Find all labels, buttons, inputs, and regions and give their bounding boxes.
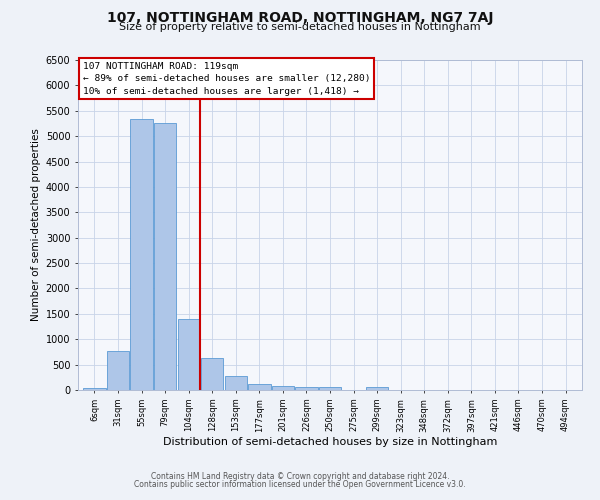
Bar xyxy=(319,388,341,390)
Bar xyxy=(295,388,317,390)
Bar xyxy=(130,120,153,390)
Text: Size of property relative to semi-detached houses in Nottingham: Size of property relative to semi-detach… xyxy=(119,22,481,32)
Bar xyxy=(107,351,129,390)
Bar xyxy=(178,319,200,390)
Bar xyxy=(154,124,176,390)
Bar xyxy=(201,358,223,390)
X-axis label: Distribution of semi-detached houses by size in Nottingham: Distribution of semi-detached houses by … xyxy=(163,437,497,447)
Bar xyxy=(366,387,388,390)
Bar xyxy=(272,386,294,390)
Y-axis label: Number of semi-detached properties: Number of semi-detached properties xyxy=(31,128,41,322)
Bar xyxy=(224,376,247,390)
Text: Contains HM Land Registry data © Crown copyright and database right 2024.: Contains HM Land Registry data © Crown c… xyxy=(151,472,449,481)
Text: Contains public sector information licensed under the Open Government Licence v3: Contains public sector information licen… xyxy=(134,480,466,489)
Bar xyxy=(248,384,271,390)
Text: 107, NOTTINGHAM ROAD, NOTTINGHAM, NG7 7AJ: 107, NOTTINGHAM ROAD, NOTTINGHAM, NG7 7A… xyxy=(107,11,493,25)
Text: 107 NOTTINGHAM ROAD: 119sqm
← 89% of semi-detached houses are smaller (12,280)
1: 107 NOTTINGHAM ROAD: 119sqm ← 89% of sem… xyxy=(83,62,371,96)
Bar xyxy=(83,388,106,390)
